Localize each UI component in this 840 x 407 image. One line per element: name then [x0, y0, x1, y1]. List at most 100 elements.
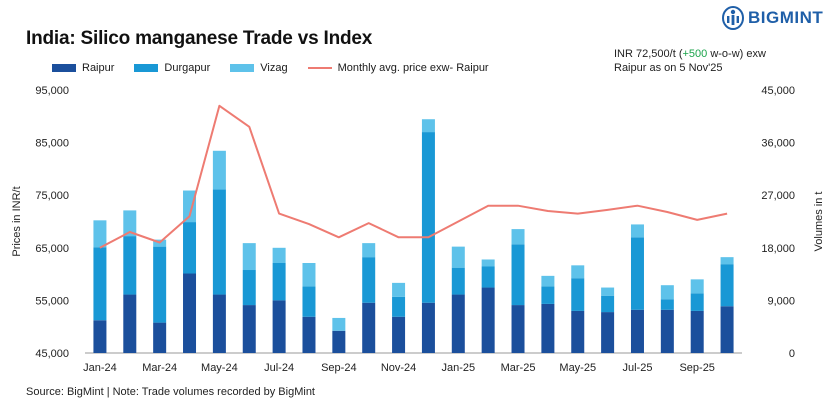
bar-durgapur [511, 244, 525, 306]
source-note: Source: BigMint | Note: Trade volumes re… [26, 386, 315, 398]
legend-swatch-durgapur [134, 64, 159, 72]
legend: Raipur Durgapur Vizag Monthly avg. price… [52, 62, 509, 74]
x-tick-label: Sep-25 [679, 362, 714, 374]
legend-label-durgapur: Durgapur [164, 62, 211, 74]
legend-label-vizag: Vizag [260, 62, 288, 74]
bar-raipur [153, 322, 167, 353]
bar-raipur [421, 302, 435, 353]
bar-raipur [123, 294, 137, 353]
bar-durgapur [421, 132, 435, 303]
bar-vizag [242, 243, 256, 271]
bar-raipur [451, 294, 465, 353]
legend-item-durgapur: Durgapur [134, 62, 210, 74]
bar-raipur [541, 303, 555, 353]
bar-vizag [302, 262, 316, 287]
y2-tick-label: 45,000 [761, 85, 795, 97]
bar-raipur [212, 294, 226, 353]
legend-item-price: Monthly avg. price exw- Raipur [307, 62, 489, 74]
bigmint-logo-icon [722, 6, 744, 30]
bar-vizag [93, 220, 107, 248]
bar-vizag [421, 119, 435, 133]
price-note-line2: Raipur as on 5 Nov'25 [614, 62, 723, 74]
bar-vizag [123, 210, 137, 237]
bar-durgapur [481, 266, 495, 288]
y-tick-label: 45,000 [35, 348, 69, 360]
x-tick-label: May-25 [559, 362, 596, 374]
bar-vizag [451, 246, 465, 268]
bar-vizag [332, 317, 346, 331]
bar-vizag [660, 285, 674, 300]
y2-axis-label: Volumes in t [813, 192, 825, 252]
bar-raipur [660, 309, 674, 353]
y2-tick-label: 9,000 [767, 295, 795, 307]
legend-item-vizag: Vizag [230, 62, 288, 74]
bar-durgapur [93, 247, 107, 321]
bar-vizag [362, 243, 376, 258]
bar-durgapur [630, 237, 644, 310]
bar-vizag [541, 275, 555, 287]
bar-durgapur [302, 286, 316, 317]
bar-raipur [183, 273, 197, 353]
bar-raipur [362, 302, 376, 353]
bar-vizag [601, 287, 615, 296]
y-tick-label: 65,000 [35, 243, 69, 255]
brand-logo: BIGMINT [722, 5, 823, 31]
x-tick-label: May-24 [201, 362, 238, 374]
bar-durgapur [362, 257, 376, 303]
bar-raipur [630, 309, 644, 353]
x-tick-label: Jan-24 [83, 362, 117, 374]
x-tick-label: Jul-24 [264, 362, 294, 374]
bar-vizag [511, 229, 525, 245]
bar-durgapur [660, 299, 674, 310]
bar-durgapur [541, 286, 555, 304]
bar-durgapur [690, 293, 704, 311]
bar-durgapur [571, 278, 585, 311]
legend-item-raipur: Raipur [52, 62, 114, 74]
legend-swatch-raipur [52, 64, 76, 72]
bar-durgapur [272, 262, 286, 301]
bar-vizag [272, 247, 286, 263]
bar-vizag [571, 265, 585, 279]
bar-vizag [720, 257, 734, 265]
bar-raipur [302, 316, 316, 353]
x-tick-label: Mar-24 [142, 362, 177, 374]
y2-tick-label: 0 [789, 348, 795, 360]
bar-durgapur [212, 189, 226, 295]
bar-durgapur [123, 236, 137, 295]
price-line [99, 104, 728, 249]
price-change: +500 [682, 48, 708, 60]
y-tick-label: 55,000 [35, 295, 69, 307]
bar-raipur [720, 306, 734, 353]
bar-vizag [481, 259, 495, 267]
y-tick-label: 95,000 [35, 85, 69, 97]
legend-swatch-vizag [230, 64, 255, 72]
bar-raipur [690, 310, 704, 353]
legend-swatch-price [307, 67, 332, 69]
bar-raipur [242, 305, 256, 353]
bar-vizag [212, 150, 226, 190]
y2-tick-label: 36,000 [761, 138, 795, 150]
price-note-suffix: w-o-w) exw [707, 48, 766, 60]
bar-raipur [93, 320, 107, 353]
x-tick-label: Nov-24 [381, 362, 416, 374]
x-tick-label: Jan-25 [441, 362, 475, 374]
y-tick-label: 75,000 [35, 190, 69, 202]
price-note-line1: INR 72,500/t (+500 w-o-w) exw [614, 47, 766, 61]
bar-vizag [690, 279, 704, 294]
bar-vizag [183, 190, 197, 223]
bar-vizag [630, 224, 644, 238]
bar-durgapur [601, 295, 615, 313]
bar-durgapur [242, 270, 256, 306]
x-tick-label: Mar-25 [501, 362, 536, 374]
bar-raipur [392, 316, 406, 353]
y2-tick-label: 27,000 [761, 190, 795, 202]
x-tick-label: Sep-24 [321, 362, 356, 374]
bar-durgapur [183, 222, 197, 274]
price-note: INR 72,500/t (+500 w-o-w) exw Raipur as … [614, 47, 766, 75]
legend-label-raipur: Raipur [82, 62, 115, 74]
bar-durgapur [392, 296, 406, 317]
bar-durgapur [451, 267, 465, 295]
bar-durgapur [153, 246, 167, 323]
bar-raipur [272, 300, 286, 353]
